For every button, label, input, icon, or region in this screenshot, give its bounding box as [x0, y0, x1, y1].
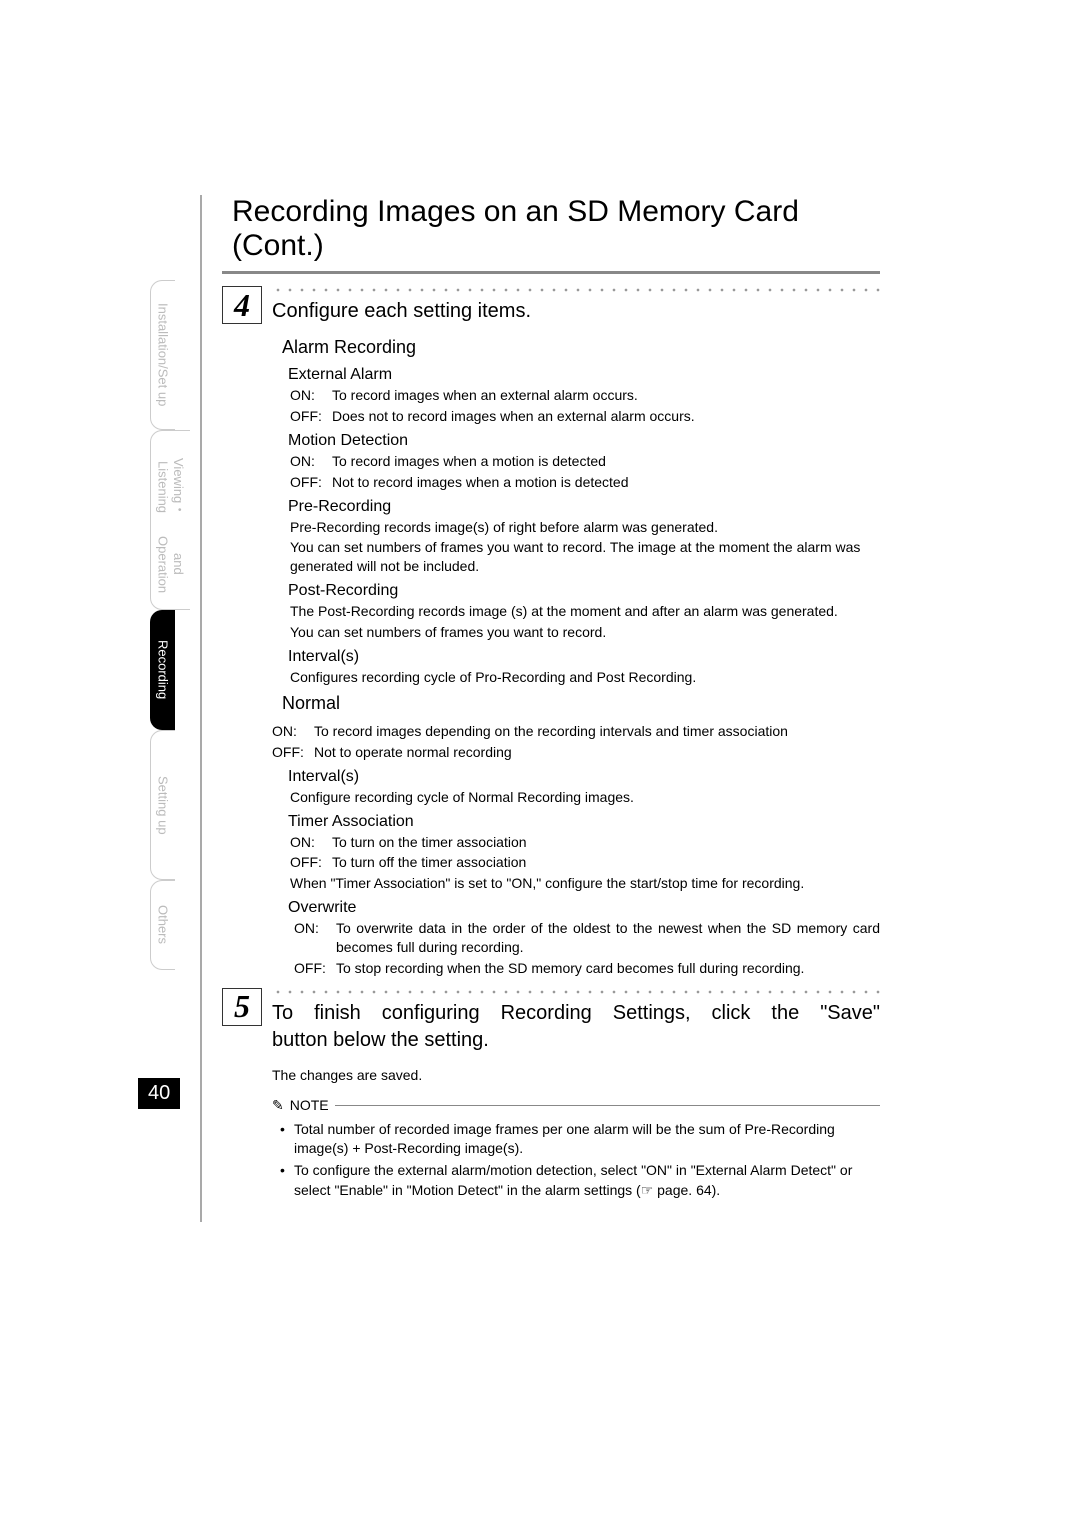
pencil-icon: ✎: [272, 1097, 284, 1114]
post-recording-line1: The Post-Recording records image (s) at …: [290, 602, 880, 621]
motion-detection-on: ON: To record images when a motion is de…: [290, 452, 880, 471]
normal-interval-text: Configure recording cycle of Normal Reco…: [290, 788, 880, 807]
step-number-box: 5: [222, 988, 262, 1026]
step-number: 4: [234, 287, 250, 324]
step-number: 5: [234, 988, 250, 1025]
note-header: ✎ NOTE: [272, 1097, 880, 1114]
motion-detection-off: OFF: Not to record images when a motion …: [290, 473, 880, 492]
tab-installation: Installation/Set up: [150, 280, 175, 430]
tab-others: Others: [150, 880, 175, 970]
timer-assoc-note: When "Timer Association" is set to "ON,"…: [290, 874, 880, 893]
post-recording-line2: You can set numbers of frames you want t…: [290, 623, 880, 642]
normal-off: OFF: Not to operate normal recording: [272, 743, 880, 762]
pre-recording-label: Pre-Recording: [288, 498, 880, 516]
normal-interval-label: Interval(s): [288, 768, 880, 786]
interval-label: Interval(s): [288, 648, 880, 666]
step5-body: The changes are saved.: [272, 1066, 880, 1085]
step-5: 5 To finish configuring Recording Settin…: [222, 988, 880, 1085]
note-label: NOTE: [290, 1097, 329, 1113]
pre-recording-line2: You can set numbers of frames you want t…: [290, 538, 880, 576]
note-bullet-1: • Total number of recorded image frames …: [280, 1120, 880, 1159]
timer-assoc-on: ON: To turn on the timer association: [290, 833, 880, 852]
tab-setting-up: Setting up: [150, 730, 175, 880]
page-title: Recording Images on an SD Memory Card (C…: [222, 195, 880, 274]
note-rule: [335, 1105, 880, 1106]
note-block: ✎ NOTE • Total number of recorded image …: [272, 1097, 880, 1200]
step-title: To finish configuring Recording Settings…: [272, 1002, 880, 1025]
step-number-box: 4: [222, 286, 262, 324]
overwrite-label: Overwrite: [288, 899, 880, 917]
pre-recording-line1: Pre-Recording records image(s) of right …: [290, 518, 880, 537]
timer-assoc-off: OFF: To turn off the timer association: [290, 853, 880, 872]
manual-page: Installation/Set up Viewing・Listening an…: [0, 0, 1080, 1528]
bullet-icon: •: [280, 1120, 294, 1159]
tab-recording: Recording: [150, 610, 175, 730]
interval-text: Configures recording cycle of Pro-Record…: [290, 668, 880, 687]
post-recording-label: Post-Recording: [288, 582, 880, 600]
dotted-divider: [272, 286, 880, 294]
motion-detection-label: Motion Detection: [288, 432, 880, 450]
bullet-icon: •: [280, 1161, 294, 1200]
overwrite-on: ON: To overwrite data in the order of th…: [294, 919, 880, 957]
step-title-line2: button below the setting.: [272, 1029, 880, 1052]
dotted-divider: [272, 988, 880, 996]
normal-on: ON: To record images depending on the re…: [272, 722, 880, 741]
alarm-recording-heading: Alarm Recording: [282, 337, 880, 358]
step-4: 4 Configure each setting items. Alarm Re…: [222, 286, 880, 978]
page-number: 40: [138, 1078, 180, 1109]
normal-heading: Normal: [282, 693, 880, 714]
external-alarm-on: ON: To record images when an external al…: [290, 386, 880, 405]
tab-viewing: Viewing・Listening and Operation: [150, 430, 190, 610]
content: Recording Images on an SD Memory Card (C…: [200, 195, 880, 1222]
step-title: Configure each setting items.: [272, 300, 880, 323]
overwrite-off: OFF: To stop recording when the SD memor…: [294, 959, 880, 978]
side-tabs: Installation/Set up Viewing・Listening an…: [150, 280, 180, 1050]
external-alarm-label: External Alarm: [288, 366, 880, 384]
timer-assoc-label: Timer Association: [288, 813, 880, 831]
note-bullet-2: • To configure the external alarm/motion…: [280, 1161, 880, 1200]
external-alarm-off: OFF: Does not to record images when an e…: [290, 407, 880, 426]
